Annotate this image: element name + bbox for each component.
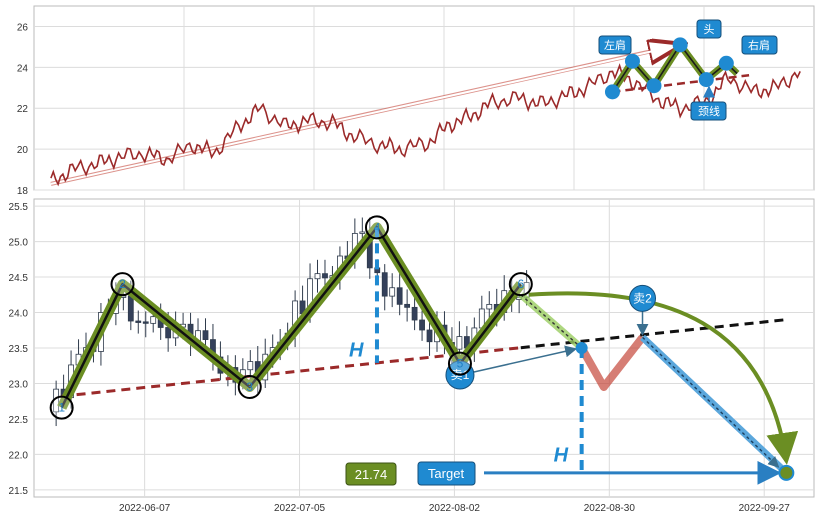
pattern-point-label: 3 (246, 380, 253, 394)
top-pattern-point (624, 53, 640, 69)
pattern-point-label: 4 (374, 220, 381, 234)
bottom-x-tick: 2022-06-07 (119, 503, 171, 514)
candle-body (381, 272, 388, 297)
projection-decline-dash (520, 294, 583, 349)
top-neckline (612, 73, 750, 94)
target-label-text: Target (428, 466, 465, 481)
candle-body (396, 287, 403, 305)
bottom-x-ticks: 2022-06-07 2022-07-05 2022-08-02 2022-08-30… (119, 503, 790, 514)
bottom-x-tick: 2022-07-05 (274, 503, 326, 514)
label-right-shoulder: 右肩 (741, 35, 778, 55)
label-right-shoulder-text: 右肩 (748, 38, 770, 52)
pattern-point-marker (237, 375, 262, 400)
candle-body (165, 327, 172, 339)
label-neckline: 颈线 (690, 85, 727, 121)
curve-arrow (528, 291, 799, 465)
bottom-x-tick: 2022-08-30 (584, 503, 636, 514)
label-head: 头 (696, 19, 722, 39)
label-left-shoulder-text: 左肩 (604, 38, 626, 52)
candle-body (359, 231, 366, 234)
bottom-y-ticks: 21.5 22.0 22.5 23.0 23.5 24.0 24.5 25.0 25.5 (9, 202, 29, 497)
candle-body (150, 316, 157, 324)
top-pattern-point (604, 84, 620, 100)
bottom-y-tick: 25.0 (9, 238, 29, 249)
pattern-point-marker (447, 351, 472, 376)
candle-body (419, 319, 425, 331)
top-pattern-points (604, 37, 734, 100)
top-trendline-inner (50, 45, 673, 185)
label-left-shoulder: 左肩 (598, 35, 632, 55)
breakout-dot (575, 342, 588, 354)
pattern-point-marker (49, 395, 74, 420)
target-value-text: 21.74 (355, 467, 388, 482)
candle-body (389, 287, 396, 297)
top-y-tick: 20 (17, 145, 29, 156)
pattern-point-marker (364, 215, 389, 240)
candle-body (247, 361, 254, 371)
candle-body (404, 303, 411, 308)
label-head-text: 头 (704, 23, 715, 36)
candle-body (135, 320, 142, 323)
top-price-line (50, 63, 801, 187)
candle-body (202, 330, 209, 340)
target-value-box: 21.74 (345, 462, 397, 486)
candle-body (322, 273, 328, 279)
pattern-point-label: 6 (517, 277, 524, 291)
bottom-x-tick: 2022-08-02 (429, 503, 481, 514)
bottom-pattern-points: 1 2 3 4 5 6 (49, 215, 795, 481)
top-y-tick: 24 (17, 63, 29, 74)
bottom-y-tick: 22.0 (9, 450, 29, 461)
pattern-point-marker (110, 272, 135, 297)
candle-body (127, 295, 134, 322)
pattern-point-label: 5 (457, 357, 464, 371)
height-label-1: H (349, 340, 364, 362)
height-label-2: H (554, 445, 569, 467)
candle-body (426, 329, 433, 343)
candle-body (142, 321, 149, 324)
candle-body (486, 303, 493, 310)
bottom-y-tick: 24.0 (9, 309, 29, 320)
top-pattern-point (718, 55, 734, 71)
sell-marker (629, 284, 657, 312)
bottom-y-tick: 24.5 (9, 273, 29, 284)
candle-body (314, 273, 321, 280)
top-y-ticks: 18 20 22 24 26 (17, 22, 29, 197)
top-y-tick: 26 (17, 22, 29, 33)
projection-final-dash (642, 336, 780, 468)
pattern-point-marker (508, 272, 533, 297)
bottom-neckline (61, 346, 521, 398)
top-pattern-point (698, 72, 714, 88)
target-label-box: Target (417, 461, 476, 486)
bottom-x-tick: 2022-09-27 (739, 503, 791, 514)
top-y-tick: 18 (17, 186, 29, 197)
sell1-arrow (473, 345, 578, 373)
label-neckline-text: 颈线 (698, 104, 720, 118)
candle-body (456, 336, 463, 350)
candle-body (411, 306, 418, 321)
bottom-y-tick: 23.0 (9, 379, 29, 390)
top-pattern-point (646, 78, 662, 94)
target-dot (778, 464, 795, 481)
bottom-y-tick: 22.5 (9, 415, 29, 426)
top-y-tick: 22 (17, 104, 29, 115)
pattern-point-label: 2 (119, 277, 126, 291)
pattern-point-label: 1 (58, 401, 65, 415)
bottom-pattern-line (60, 226, 522, 409)
top-pattern-point (672, 37, 688, 53)
bottom-y-tick: 25.5 (9, 202, 29, 213)
bottom-y-tick: 21.5 (9, 486, 29, 497)
projection-retest (578, 334, 646, 391)
sell-marker-label: 卖2 (633, 291, 652, 305)
bottom-y-tick: 23.5 (9, 344, 29, 355)
